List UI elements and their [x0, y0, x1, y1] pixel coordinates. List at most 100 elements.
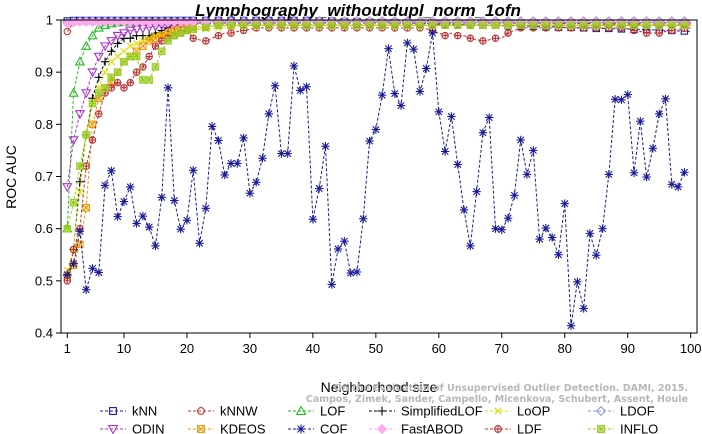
y-tick-label: 0.5 [35, 273, 53, 288]
point-cof [459, 205, 469, 215]
point-cof [541, 223, 551, 233]
point-cof [673, 182, 683, 192]
point-inflo [630, 21, 638, 29]
series-simplifiedlof [63, 18, 691, 280]
point-lof [81, 40, 92, 50]
y-tick-label: 0.8 [35, 117, 53, 132]
legend-entry-odin: ODIN [100, 422, 165, 434]
legend-marker [376, 423, 388, 434]
point-ldf [466, 34, 475, 43]
point-ldf [441, 31, 449, 40]
point-inflo [107, 73, 116, 82]
point-cof [491, 224, 500, 233]
point-odin [118, 29, 130, 39]
point-cof [340, 236, 349, 246]
point-cof [510, 191, 519, 200]
legend-marker [595, 405, 607, 417]
y-axis-label: ROC AUC [3, 145, 19, 209]
point-inflo [145, 76, 153, 84]
point-kdeos [82, 204, 90, 212]
legend-marker [296, 424, 306, 434]
point-inflo [95, 89, 103, 97]
point-cof [289, 61, 299, 71]
point-inflo [491, 21, 500, 29]
point-kdeos [76, 240, 84, 249]
legend-label: LDOF [620, 404, 655, 419]
point-inflo [202, 23, 210, 32]
point-cof [428, 28, 437, 38]
point-inflo [252, 21, 260, 29]
point-cof [396, 101, 406, 110]
point-cof [377, 90, 387, 100]
point-inflo [101, 84, 109, 92]
legend-entry-knnw: kNNW [188, 404, 258, 419]
point-cof [680, 168, 689, 177]
series-line-kdeos [66, 24, 691, 276]
x-tick-label: 100 [680, 341, 702, 356]
point-cof [447, 112, 456, 121]
legend-marker [197, 407, 205, 415]
point-cof [258, 154, 267, 163]
point-cof [661, 94, 670, 103]
series-inflo [63, 21, 691, 233]
point-cof [522, 170, 532, 179]
point-inflo [680, 21, 689, 29]
point-cof [610, 95, 620, 104]
point-ldf [95, 110, 103, 118]
point-cof [579, 304, 588, 313]
point-cof [390, 89, 399, 98]
point-odin [81, 89, 92, 99]
point-cof [88, 264, 97, 273]
point-cof [409, 45, 418, 54]
point-lof [74, 56, 86, 66]
legend-entry-loop: LoOP [485, 404, 550, 419]
point-inflo [378, 21, 386, 29]
point-ldf [214, 31, 223, 40]
point-inflo [592, 21, 600, 29]
point-cof [81, 285, 91, 294]
point-cof [220, 170, 229, 180]
point-inflo [516, 21, 525, 29]
point-ldf [151, 42, 160, 50]
point-cof [94, 268, 103, 277]
point-cof [233, 159, 242, 168]
point-ldf [189, 34, 197, 43]
point-inflo [642, 21, 651, 29]
legend-entry-cof: COF [288, 422, 348, 434]
point-inflo [340, 21, 349, 29]
point-ldf [113, 78, 122, 87]
point-inflo [113, 68, 122, 76]
point-cof [239, 133, 248, 143]
legend-label: kNNW [220, 404, 258, 419]
point-ldf [642, 29, 651, 37]
point-lof [87, 30, 98, 40]
point-cof [132, 219, 141, 228]
point-cof [333, 244, 343, 254]
legend-marker [107, 425, 119, 434]
point-inflo [605, 21, 613, 29]
y-tick-label: 0.9 [35, 65, 53, 80]
point-loop [101, 68, 109, 76]
point-cof [371, 125, 381, 134]
point-inflo [579, 21, 588, 29]
point-cof [296, 86, 305, 95]
point-inflo [479, 21, 487, 29]
point-cof [573, 277, 582, 287]
series-line-loop [66, 24, 691, 271]
point-loop [114, 52, 122, 61]
point-ldf [479, 37, 487, 45]
point-inflo [265, 21, 273, 29]
point-cof [176, 224, 185, 234]
point-ldf [202, 37, 210, 45]
point-inflo [617, 21, 626, 29]
legend-marker [494, 407, 502, 415]
legend-label: LDF [517, 422, 542, 434]
point-ldf [227, 29, 235, 37]
point-odin [99, 42, 111, 52]
point-inflo [63, 224, 72, 233]
legend-marker [597, 425, 605, 433]
point-inflo [428, 21, 437, 29]
point-inflo [170, 31, 179, 40]
point-cof [126, 182, 135, 192]
